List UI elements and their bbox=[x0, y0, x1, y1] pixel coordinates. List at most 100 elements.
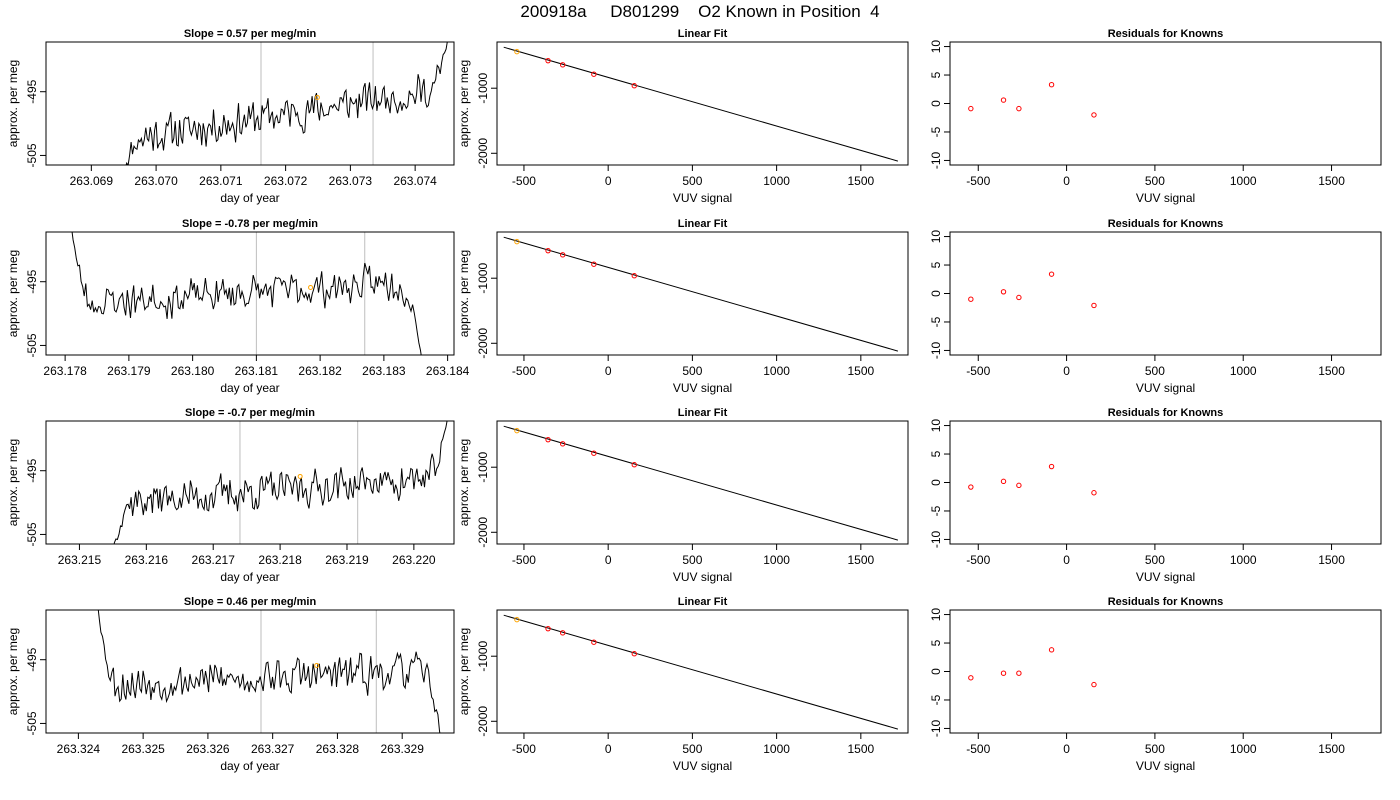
plot-area bbox=[503, 236, 899, 352]
x-tick-label: 1000 bbox=[763, 364, 790, 378]
plot-frame bbox=[45, 231, 455, 356]
x-tick-label: 1500 bbox=[847, 553, 874, 567]
data-point bbox=[591, 450, 597, 456]
panel-1-2: Linear Fit -500 0 500 1000 1500 VUV signal -100… bbox=[457, 28, 909, 205]
x-tick-label: 263.073 bbox=[329, 174, 373, 188]
x-tick-label: 263.072 bbox=[264, 174, 308, 188]
y-tick-label: 10 bbox=[929, 40, 943, 54]
y-tick-label: -495 bbox=[25, 458, 39, 482]
plot-frame bbox=[949, 609, 1382, 734]
data-point bbox=[1091, 112, 1097, 118]
data-point bbox=[545, 57, 551, 64]
x-tick-label: 1000 bbox=[763, 174, 790, 188]
y-tick-label: 10 bbox=[929, 608, 943, 622]
y-axis-label: approx. per meg bbox=[457, 250, 471, 337]
y-tick-label: 0 bbox=[929, 479, 943, 486]
x-tick-label: 263.219 bbox=[325, 553, 369, 567]
y-tick-label: 0 bbox=[929, 668, 943, 675]
y-tick-label: -2000 bbox=[476, 706, 490, 737]
x-tick-label: 500 bbox=[1145, 742, 1165, 756]
y-tick-label: -5 bbox=[929, 505, 943, 516]
x-tick-label: 1000 bbox=[1230, 364, 1257, 378]
x-tick-label: 500 bbox=[682, 174, 702, 188]
x-tick-label: 1500 bbox=[1318, 174, 1345, 188]
panel-2-3: Residuals for Knowns -500 0 500 1000 1500 VUV … bbox=[929, 218, 1382, 395]
y-axis-label: approx. per meg bbox=[457, 439, 471, 526]
x-axis-label: VUV signal bbox=[1136, 191, 1195, 205]
y-tick-label: -495 bbox=[25, 647, 39, 671]
plot-frame bbox=[496, 41, 909, 166]
x-tick-label: 263.325 bbox=[121, 742, 165, 756]
x-tick-label: 1500 bbox=[847, 174, 874, 188]
y-axis-label: approx. per meg bbox=[6, 628, 20, 715]
plot-area bbox=[71, 232, 422, 355]
x-tick-label: 0 bbox=[605, 553, 612, 567]
y-tick-label: 10 bbox=[929, 419, 943, 433]
x-tick-label: 1000 bbox=[1230, 742, 1257, 756]
data-point bbox=[1016, 105, 1022, 112]
data-point bbox=[591, 639, 597, 645]
plot-frame bbox=[949, 41, 1382, 166]
panel-title: Slope = 0.57 per meg/min bbox=[184, 28, 317, 40]
x-axis-label: day of year bbox=[220, 570, 279, 584]
data-point bbox=[631, 273, 637, 279]
x-tick-label: 263.069 bbox=[70, 174, 114, 188]
panel-title: Linear Fit bbox=[678, 218, 728, 230]
data-point bbox=[559, 441, 566, 447]
x-tick-label: -500 bbox=[512, 364, 536, 378]
data-point bbox=[545, 247, 551, 254]
fit-line bbox=[503, 46, 899, 162]
x-axis-label: day of year bbox=[220, 191, 279, 205]
data-point bbox=[631, 462, 637, 468]
x-axis-label: VUV signal bbox=[673, 381, 732, 395]
y-tick-label: -495 bbox=[25, 79, 39, 103]
data-point bbox=[1000, 289, 1007, 295]
x-tick-label: 263.181 bbox=[235, 364, 279, 378]
fit-line bbox=[503, 236, 899, 352]
plot-area bbox=[503, 614, 899, 730]
panel-4-1: Slope = 0.46 per meg/min 263.324 263.325 26… bbox=[6, 596, 455, 773]
x-axis-label: VUV signal bbox=[673, 570, 732, 584]
panel-3-1: Slope = -0.7 per meg/min 263.215 263.216 26… bbox=[6, 407, 455, 584]
x-tick-label: 0 bbox=[1063, 364, 1070, 378]
y-tick-label: 0 bbox=[929, 100, 943, 107]
data-point bbox=[968, 675, 974, 681]
x-tick-label: 263.217 bbox=[192, 553, 236, 567]
y-tick-label: -1000 bbox=[476, 73, 490, 104]
plot-area bbox=[968, 647, 1097, 688]
plot-frame bbox=[45, 41, 455, 166]
y-tick-label: -10 bbox=[929, 719, 943, 737]
data-point bbox=[1000, 478, 1007, 485]
y-axis-label: approx. per meg bbox=[6, 439, 20, 526]
x-tick-label: 1000 bbox=[763, 553, 790, 567]
y-tick-label: 5 bbox=[929, 261, 943, 268]
x-tick-label: 263.327 bbox=[251, 742, 295, 756]
data-trace bbox=[97, 610, 441, 733]
x-tick-label: 1000 bbox=[1230, 174, 1257, 188]
data-point bbox=[631, 651, 637, 657]
x-tick-label: 263.215 bbox=[58, 553, 102, 567]
data-point bbox=[559, 252, 566, 258]
plot-frame bbox=[949, 420, 1382, 545]
x-axis-label: VUV signal bbox=[1136, 759, 1195, 773]
x-tick-label: 263.216 bbox=[125, 553, 169, 567]
y-axis-label: approx. per meg bbox=[457, 628, 471, 715]
x-tick-label: 263.328 bbox=[316, 742, 360, 756]
panel-title: Slope = 0.46 per meg/min bbox=[184, 596, 317, 608]
y-tick-label: -5 bbox=[929, 316, 943, 327]
data-point bbox=[968, 296, 974, 302]
highlight-point bbox=[514, 48, 520, 55]
data-point bbox=[1091, 302, 1097, 309]
plot-area bbox=[968, 82, 1097, 118]
data-point bbox=[1016, 294, 1022, 301]
x-tick-label: -500 bbox=[966, 174, 990, 188]
x-tick-label: 0 bbox=[605, 742, 612, 756]
data-point bbox=[559, 630, 566, 636]
plot-area bbox=[97, 610, 441, 733]
x-tick-label: 1000 bbox=[1230, 553, 1257, 567]
plot-area bbox=[503, 425, 899, 541]
panel-4-2: Linear Fit -500 0 500 1000 1500 VUV signal -100… bbox=[457, 596, 909, 773]
y-tick-label: -10 bbox=[929, 341, 943, 359]
panel-title: Residuals for Knowns bbox=[1108, 596, 1224, 608]
x-tick-label: 1500 bbox=[847, 742, 874, 756]
